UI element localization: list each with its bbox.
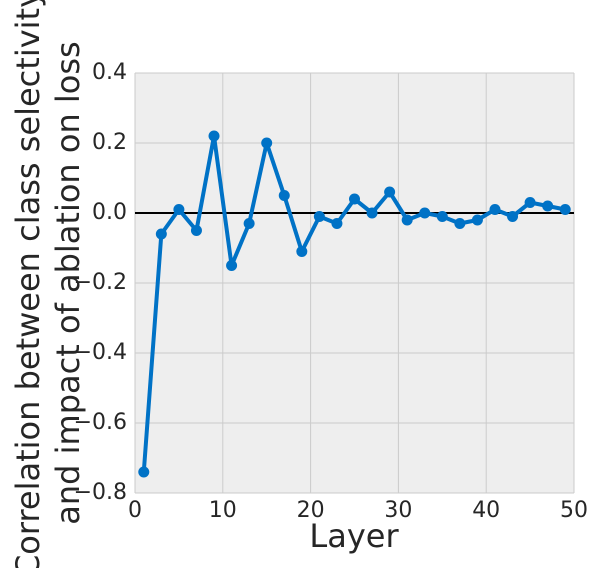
- point: [419, 207, 431, 219]
- point: [278, 190, 290, 201]
- point: [173, 204, 185, 215]
- point: [208, 130, 220, 142]
- y-tick-label: −0.8: [74, 480, 127, 505]
- point: [331, 218, 343, 229]
- point: [296, 246, 308, 257]
- point: [155, 228, 167, 240]
- x-tick-label: 10: [209, 498, 237, 523]
- point: [436, 211, 448, 222]
- point: [384, 186, 396, 198]
- point: [542, 200, 554, 212]
- x-axis-label: Layer: [309, 517, 399, 555]
- point: [243, 218, 255, 229]
- x-tick-label: 0: [128, 498, 142, 523]
- point: [366, 207, 378, 219]
- point: [559, 204, 571, 215]
- point: [261, 137, 273, 149]
- point: [138, 466, 150, 478]
- point: [454, 218, 466, 229]
- point: [349, 193, 360, 205]
- point: [507, 211, 519, 222]
- point: [190, 225, 202, 236]
- y-tick-label: −0.6: [74, 410, 127, 435]
- point: [489, 204, 501, 215]
- y-tick-label: 0.4: [92, 60, 127, 85]
- point: [313, 211, 325, 222]
- y-tick-label: 0.0: [92, 200, 127, 225]
- y-tick-label: −0.2: [74, 270, 127, 295]
- x-tick-label: 50: [560, 498, 588, 523]
- x-tick-label: 30: [384, 498, 412, 523]
- y-axis-label: Correlation between class selectivity: [9, 0, 47, 568]
- point: [471, 214, 483, 226]
- x-tick-label: 20: [297, 498, 325, 523]
- point: [401, 214, 413, 226]
- y-axis-label: and impact of ablation on loss: [49, 41, 87, 524]
- x-tick-label: 40: [472, 498, 500, 523]
- y-tick-label: 0.2: [92, 130, 127, 155]
- point: [524, 197, 536, 208]
- point: [226, 260, 238, 271]
- y-tick-label: −0.4: [74, 340, 127, 365]
